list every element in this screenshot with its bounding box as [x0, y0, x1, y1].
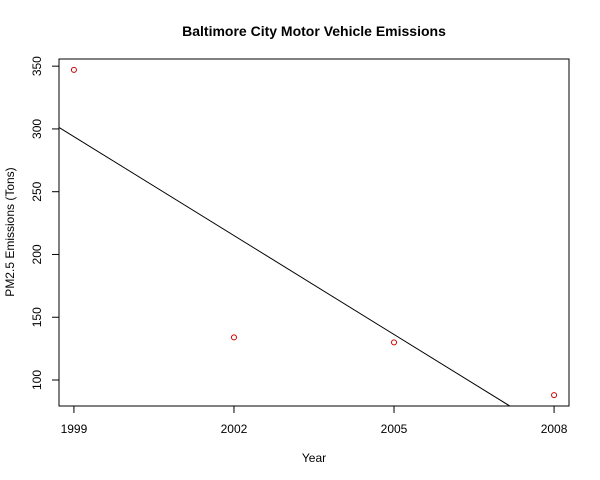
x-tick-label: 1999 [61, 422, 88, 436]
x-tick-label: 2008 [541, 422, 568, 436]
y-tick-label: 350 [30, 56, 44, 76]
data-point [230, 334, 237, 341]
x-axis-label: Year [302, 451, 326, 465]
plot-frame [58, 58, 570, 407]
data-point [70, 66, 77, 73]
y-tick-label: 200 [30, 244, 44, 264]
chart-title: Baltimore City Motor Vehicle Emissions [182, 23, 446, 39]
data-point [391, 339, 398, 346]
y-axis: 100 150 200 250 300 350 [30, 56, 59, 390]
x-axis: 1999 2002 2005 2008 [61, 406, 568, 436]
y-tick-label: 150 [30, 307, 44, 327]
x-tick-label: 2002 [221, 422, 248, 436]
y-tick-label: 100 [30, 370, 44, 390]
y-tick-label: 300 [30, 119, 44, 139]
trend-line [58, 126, 511, 407]
x-tick-label: 2005 [381, 422, 408, 436]
data-point [551, 392, 558, 399]
y-axis-label: PM2.5 Emissions (Tons) [3, 167, 17, 296]
data-points [70, 66, 558, 399]
y-tick-label: 250 [30, 181, 44, 201]
